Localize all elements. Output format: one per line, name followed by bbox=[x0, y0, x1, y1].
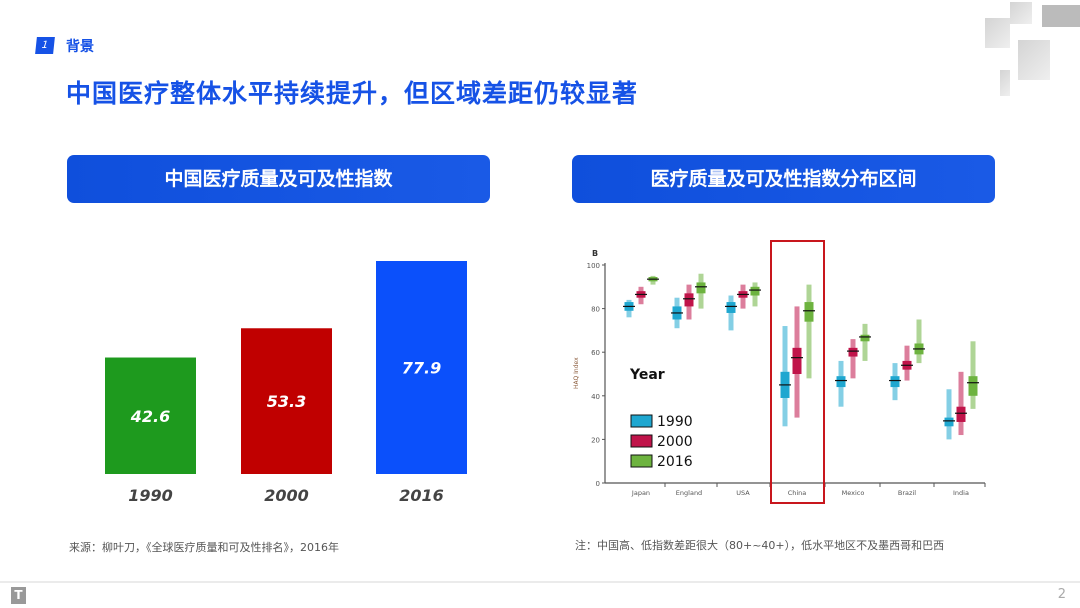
y-tick-label: 0 bbox=[596, 480, 600, 488]
y-tick-label: 80 bbox=[591, 306, 600, 314]
corner-decoration bbox=[1000, 70, 1010, 96]
range-bar-Mexico-2016 bbox=[862, 323, 868, 361]
x-tick-label: England bbox=[676, 489, 702, 497]
x-tick-label: USA bbox=[736, 489, 750, 497]
box-USA-1990 bbox=[726, 302, 736, 313]
y-axis-label: HAQ Index bbox=[573, 357, 580, 389]
legend-label: 2000 bbox=[657, 434, 693, 450]
chart-note: 注：中国高、低指数差距很大（80+~40+），低水平地区不及墨西哥和巴西 bbox=[575, 539, 945, 552]
x-tick-label: 2000 bbox=[264, 486, 309, 505]
x-tick-label: Japan bbox=[631, 489, 650, 497]
y-tick-label: 100 bbox=[587, 262, 600, 270]
box-India-2016 bbox=[968, 376, 978, 396]
box-China-2000 bbox=[792, 347, 802, 374]
legend-label: 1990 bbox=[657, 414, 693, 430]
y-tick-label: 40 bbox=[591, 393, 600, 401]
source-note: 来源：柳叶刀，《全球医疗质量和可及性排名》，2016年 bbox=[69, 541, 339, 554]
bar-1990 bbox=[105, 357, 196, 474]
range-bar-India-2000 bbox=[958, 371, 964, 436]
corner-decoration bbox=[1042, 5, 1080, 27]
box-USA-2016 bbox=[750, 286, 760, 296]
legend-label: 2016 bbox=[657, 454, 693, 470]
y-tick-label: 20 bbox=[591, 436, 600, 444]
box-India-2000 bbox=[956, 406, 966, 422]
x-tick-label: Mexico bbox=[842, 489, 865, 497]
section-label: 背景 bbox=[66, 39, 94, 55]
x-tick-label: Brazil bbox=[898, 489, 916, 497]
haq-box-chart: B 0 20 40 60 80 100 HAQ Index Japan England USA Chi… bbox=[573, 240, 986, 504]
section-number: 1 bbox=[35, 37, 55, 54]
page-number: 2 bbox=[1057, 587, 1066, 602]
data-label: 42.6 bbox=[130, 407, 170, 426]
x-tick-label: India bbox=[953, 489, 969, 497]
x-tick-label: China bbox=[788, 489, 807, 497]
legend-swatch-2016 bbox=[630, 454, 653, 468]
x-tick-label: 2016 bbox=[399, 486, 444, 505]
box-India-1990 bbox=[944, 417, 954, 427]
range-bar-India-1990 bbox=[946, 389, 952, 440]
box-England-2000 bbox=[684, 293, 694, 307]
y-tick-label: 60 bbox=[591, 349, 600, 357]
range-bar-China-2016 bbox=[806, 284, 812, 379]
legend-swatch-1990 bbox=[630, 414, 653, 428]
box-Mexico-1990 bbox=[836, 376, 846, 388]
left-panel-heading: 中国医疗质量及可及性指数 bbox=[67, 155, 490, 203]
right-panel-heading: 医疗质量及可及性指数分布区间 bbox=[572, 155, 995, 203]
data-label: 53.3 bbox=[267, 392, 306, 411]
corner-decoration bbox=[1010, 2, 1032, 24]
bar-2016 bbox=[376, 261, 467, 474]
box-England-2016 bbox=[696, 282, 706, 294]
box-Brazil-1990 bbox=[890, 376, 900, 388]
page-title: 中国医疗整体水平持续提升，但区域差距仍较显著 bbox=[66, 79, 639, 108]
range-bar-Mexico-2000 bbox=[850, 339, 856, 379]
corner-decoration bbox=[1018, 40, 1050, 80]
data-label: 77.9 bbox=[402, 359, 441, 378]
legend-title: Year bbox=[629, 367, 665, 383]
highlight-box-China bbox=[770, 240, 825, 504]
legend-swatch-2000 bbox=[630, 434, 653, 448]
panel-label: B bbox=[592, 249, 598, 258]
corner-decoration bbox=[985, 18, 1010, 48]
x-tick-label: 1990 bbox=[128, 486, 173, 505]
box-Mexico-2000 bbox=[848, 347, 858, 357]
range-bar-Brazil-2016 bbox=[916, 319, 922, 364]
range-bar-India-2016 bbox=[970, 341, 976, 409]
box-China-2016 bbox=[804, 302, 814, 322]
box-Mexico-2016 bbox=[860, 334, 870, 342]
company-logo: T bbox=[11, 587, 26, 604]
bar-chart: 42.6 1990 53.3 2000 77.9 2016 bbox=[105, 261, 467, 505]
footer-divider bbox=[0, 581, 1080, 583]
bar-2000 bbox=[241, 328, 332, 474]
